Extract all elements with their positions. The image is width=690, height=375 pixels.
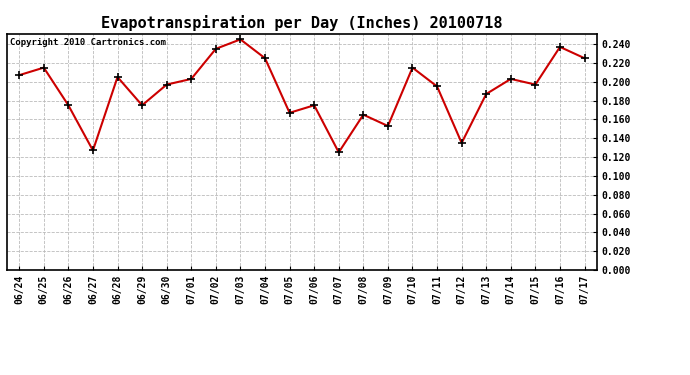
Title: Evapotranspiration per Day (Inches) 20100718: Evapotranspiration per Day (Inches) 2010…: [101, 15, 502, 31]
Text: Copyright 2010 Cartronics.com: Copyright 2010 Cartronics.com: [10, 39, 166, 48]
